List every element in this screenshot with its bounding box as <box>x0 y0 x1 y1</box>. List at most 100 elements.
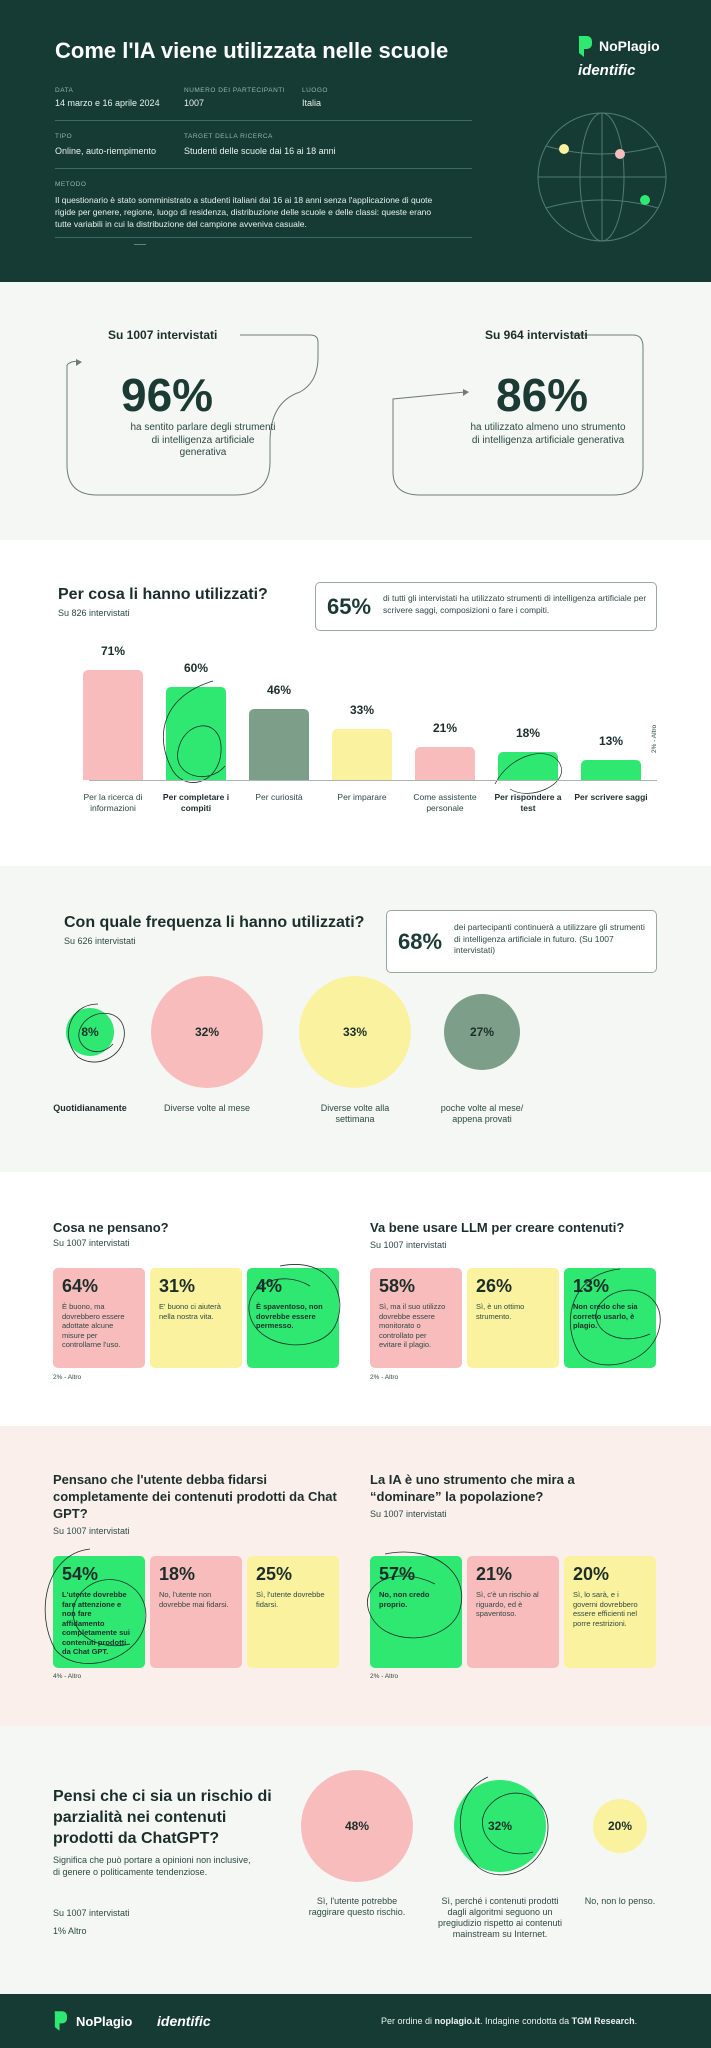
header-section: Come l'IA viene utilizzata nelle scuole … <box>0 0 711 282</box>
callout-value: 65% <box>327 594 372 619</box>
bar-value-label: 71% <box>100 644 126 658</box>
section-sample: Su 1007 intervistati <box>370 1509 447 1519</box>
page-title: Come l'IA viene utilizzata nelle scuole <box>55 38 449 63</box>
meta-label-place: LUOGO <box>302 87 328 94</box>
bias-circle <box>301 1770 413 1882</box>
bias-value: 20% <box>607 1819 633 1833</box>
callout-text: di tutti gli intervistati ha utilizzato … <box>383 593 647 615</box>
scribble-highlight <box>560 1264 670 1379</box>
identific-logo: identific <box>157 2013 211 2029</box>
section-title: Per cosa li hanno utilizzati? <box>58 586 268 603</box>
bar-value-label: 46% <box>266 682 292 697</box>
bar <box>249 708 309 780</box>
method-text: Il questionario è stato somministrato a … <box>55 195 433 229</box>
bar <box>83 670 143 780</box>
frequency-circle <box>151 976 263 1088</box>
meta-label-type: TIPO <box>55 133 73 140</box>
section-sample: Su 1007 intervistati <box>53 1238 130 1248</box>
bar-value-label: 60% <box>183 661 209 676</box>
footer: NoPlagio identific Per ordine di noplagi… <box>0 1994 711 2048</box>
other-note: 2% - Altro <box>651 724 658 753</box>
usage-section: Per cosa li hanno utilizzati? Su 826 int… <box>0 540 711 866</box>
answer-percent: 54% <box>62 1564 99 1584</box>
section-title: Pensi che ci sia un rischio di parzialit… <box>53 1788 272 1847</box>
answer-text: Sì, è un ottimo strumento. <box>476 1302 525 1321</box>
frequency-label: Quotidianamente <box>53 1103 127 1113</box>
noplagio-logo-text: NoPlagio <box>76 2014 133 2029</box>
noplagio-logo-icon <box>53 2011 67 2031</box>
bar-value-label: 13% <box>598 733 624 748</box>
frequency-section: Con quale frequenza li hanno utilizzati?… <box>0 866 711 1172</box>
bar <box>415 747 475 780</box>
trust-section: Pensano che l'utente debba fidarsi compl… <box>0 1426 711 1726</box>
divider <box>55 168 472 169</box>
footer-site-link[interactable]: noplagio.it <box>434 2016 481 2026</box>
answer-card: 18% No, l'utente non dovrebbe mai fidarsi… <box>150 1556 242 1668</box>
scribble-highlight <box>35 1544 155 1679</box>
section-title: Pensano che l'utente debba fidarsi compl… <box>53 1472 337 1521</box>
other-note: 4% - Altro <box>53 1673 82 1680</box>
bar <box>498 752 558 780</box>
section-sample: Su 1007 intervistati <box>370 1240 447 1250</box>
answer-text: E' buono ci aiuterà nella nostra vita. <box>159 1302 221 1321</box>
bar-category-label: Per scrivere saggi <box>574 792 648 802</box>
answer-text: Sì, ma il suo utilizzo dovrebbe essere m… <box>379 1302 446 1349</box>
meta-label-target: TARGET DELLA RICERCA <box>184 133 273 140</box>
section-title: Cosa ne pensano? <box>53 1220 169 1235</box>
answer-card: 57% No, non credo proprio. <box>370 1556 462 1668</box>
meta-label-method: METODO <box>55 181 87 188</box>
answer-card: 21% Sì, c'è un rischio al riguardo, ed è … <box>467 1556 559 1668</box>
section-sample: Su 1007 intervistati <box>53 1908 130 1918</box>
answer-percent: 21% <box>476 1564 513 1584</box>
frequency-label: Diverse volte al mese <box>163 1103 251 1113</box>
answer-percent: 64% <box>62 1276 99 1296</box>
answer-card: 26% Sì, è un ottimo strumento. <box>467 1268 559 1368</box>
answer-card: 13% Non credo che sia corretto usarlo, è … <box>564 1268 656 1368</box>
connector-lines <box>66 334 644 496</box>
bar-value-label: 21% <box>432 721 458 736</box>
answer-text: Non credo che sia corretto usarlo, è pla… <box>573 1302 638 1330</box>
frequency-value: 27% <box>469 1025 495 1039</box>
meta-value-type: Online, auto-riempimento <box>55 146 157 156</box>
divider <box>55 120 472 121</box>
callout-box: 65% di tutti gli intervistati ha utilizz… <box>315 582 657 631</box>
meta-value-participants: 1007 <box>184 98 205 108</box>
answer-card: 31% E' buono ci aiuterà nella nostra vita… <box>150 1268 242 1368</box>
section-sample: Su 626 intervistati <box>64 936 136 946</box>
answer-card: 58% Sì, ma il suo utilizzo dovrebbe esser… <box>370 1268 462 1368</box>
meta-value-target: Studenti delle scuole dai 16 ai 18 anni <box>184 146 336 156</box>
answer-text: Sì, l'utente dovrebbe fidarsi. <box>256 1590 325 1609</box>
answer-text: Sì, c'è un rischio al riguardo, ed è spa… <box>476 1590 539 1618</box>
scribble-highlight <box>58 999 130 1074</box>
identific-logo: identific <box>578 62 636 79</box>
section-title: Con quale frequenza li hanno utilizzati? <box>64 914 365 931</box>
answer-text: È buono, ma dovrebbero essere adottate a… <box>62 1302 125 1349</box>
bar <box>332 728 392 780</box>
scribble-highlight <box>153 676 233 796</box>
bias-section: Pensi che ci sia un rischio di parzialit… <box>0 1726 711 1994</box>
answer-percent: 18% <box>159 1564 196 1584</box>
other-note: 2% - Altro <box>370 1374 399 1381</box>
answer-percent: 13% <box>573 1276 610 1296</box>
frequency-circle <box>444 994 520 1070</box>
answer-text: No, l'utente non dovrebbe mai fidarsi. <box>159 1590 229 1609</box>
bar-category-label: Per imparare <box>337 792 387 802</box>
answer-card: 25% Sì, l'utente dovrebbe fidarsi. <box>247 1556 339 1668</box>
opinions-section: Cosa ne pensano? Su 1007 intervistati Va… <box>0 1172 711 1426</box>
bar-category-label: Per la ricerca di informazioni <box>83 792 143 813</box>
stat-sample: Su 964 intervistati <box>485 328 588 342</box>
section-sample: Su 826 intervistati <box>58 608 130 618</box>
bar-value-label: 33% <box>349 702 375 717</box>
scribble-highlight <box>490 744 570 809</box>
frequency-value: 8% <box>81 1025 99 1039</box>
answer-text: Sì, lo sarà, e i governi dovrebbero esse… <box>573 1590 638 1628</box>
footer-text: Per ordine di <box>381 2016 435 2026</box>
bar-category-label: Per completare i compiti <box>162 792 230 813</box>
bias-circle <box>593 1799 647 1853</box>
bar-value-label: 18% <box>515 726 541 741</box>
divider-tick <box>134 244 146 245</box>
stat-value: 96% <box>121 369 214 421</box>
scribble-highlight <box>240 1256 350 1361</box>
footer-text: . <box>634 2016 638 2026</box>
answer-text: È spaventoso, non dovrebbe essere permes… <box>256 1302 323 1330</box>
